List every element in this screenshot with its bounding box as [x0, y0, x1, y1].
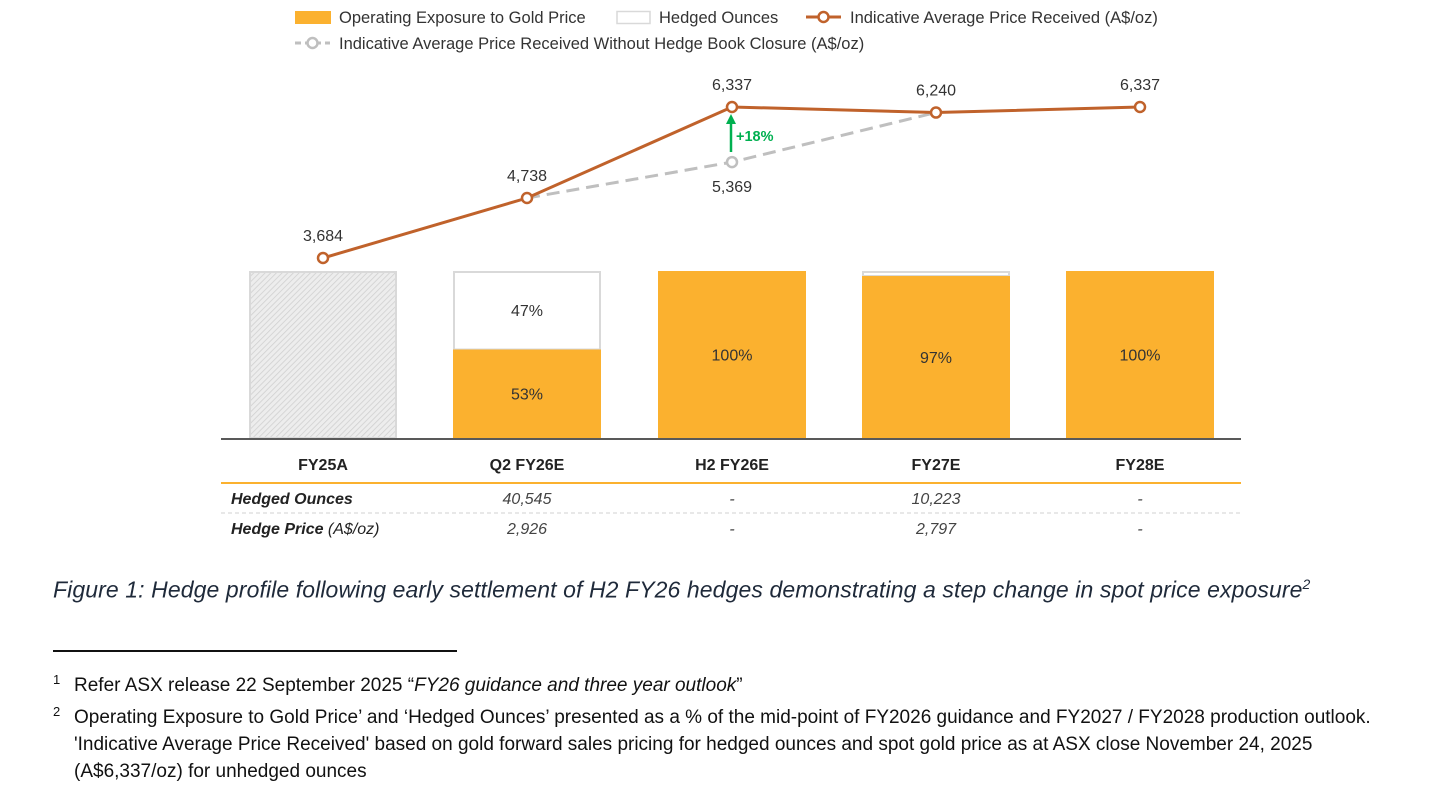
- legend-label-without-closure: Indicative Average Price Received Withou…: [339, 35, 864, 53]
- legend-label-price: Indicative Average Price Received (A$/oz…: [850, 9, 1158, 27]
- legend-label-hedged: Hedged Ounces: [659, 9, 778, 27]
- bar-exposure-label: 97%: [920, 350, 952, 367]
- footnote-1: 1 Refer ASX release 22 September 2025 “F…: [53, 672, 1374, 699]
- label-without-closure: 5,369: [712, 179, 752, 196]
- marker-price-received: [316, 251, 330, 265]
- table-cell: -: [1137, 521, 1142, 538]
- legend-label-exposure: Operating Exposure to Gold Price: [339, 9, 586, 27]
- table-cell: -: [729, 521, 734, 538]
- marker-price-received: [725, 100, 739, 114]
- legend-swatch-exposure: [295, 11, 331, 24]
- chart-legend: Operating Exposure to Gold Price Hedged O…: [295, 9, 1158, 53]
- bar-fy25a-hatched: [249, 271, 397, 439]
- table-cell: -: [729, 491, 734, 508]
- footnote-2: 2 Operating Exposure to Gold Price’ and …: [53, 704, 1374, 785]
- category-label: FY25A: [298, 457, 348, 474]
- bar-series: 53% 47% 100% 97% 100%: [249, 271, 1214, 439]
- category-label: H2 FY26E: [695, 457, 769, 474]
- category-label: FY28E: [1116, 457, 1165, 474]
- table-cell: -: [1137, 491, 1142, 508]
- bar-hedged-label: 47%: [511, 303, 543, 320]
- footnote-divider: [53, 650, 457, 652]
- table-row-label: Hedge Price (A$/oz): [231, 521, 380, 538]
- annotation-label: +18%: [736, 129, 774, 145]
- bar-operating-exposure: [453, 349, 601, 438]
- category-label: Q2 FY26E: [490, 457, 565, 474]
- figure-caption: Figure 1: Hedge profile following early …: [53, 576, 1311, 603]
- table-row-label: Hedged Ounces: [231, 491, 353, 508]
- legend-swatch-without-closure-marker: [306, 36, 319, 50]
- footnote-number: 2: [53, 704, 61, 719]
- table-cell: 2,797: [915, 521, 957, 538]
- label-price-received: 4,738: [507, 168, 547, 185]
- legend-swatch-hedged: [616, 10, 651, 25]
- label-price-received: 3,684: [303, 228, 343, 245]
- bar-operating-exposure: [862, 276, 1010, 438]
- bar-operating-exposure: [1066, 271, 1214, 438]
- category-label: FY27E: [912, 457, 961, 474]
- table-cell: 40,545: [503, 491, 552, 508]
- label-price-received: 6,337: [712, 77, 752, 94]
- table-cell: 10,223: [912, 491, 961, 508]
- marker-price-received: [1133, 100, 1147, 114]
- bar-hedged-ounces: [862, 271, 1010, 278]
- label-price-received: 6,337: [1120, 77, 1160, 94]
- legend-swatch-price-marker: [817, 10, 830, 24]
- line-series: 5,369 3,684 4,738 6,337 6,240 6,337: [303, 77, 1160, 265]
- table-cell: 2,926: [506, 521, 547, 538]
- label-price-received: 6,240: [916, 83, 956, 100]
- hedge-table: FY25A Q2 FY26E H2 FY26E FY27E FY28E Hedged Ou…: [221, 457, 1241, 538]
- marker-price-received: [929, 106, 943, 119]
- marker-without-closure: [725, 155, 739, 169]
- bar-operating-exposure: [658, 271, 806, 438]
- bar-exposure-label: 100%: [1120, 348, 1161, 365]
- bar-exposure-label: 100%: [712, 348, 753, 365]
- footnote-number: 1: [53, 672, 61, 687]
- bar-exposure-label: 53%: [511, 387, 543, 404]
- hedge-profile-chart: Operating Exposure to Gold Price Hedged O…: [221, 9, 1241, 538]
- marker-price-received: [520, 191, 534, 205]
- uplift-annotation: +18%: [726, 114, 774, 152]
- annotation-arrow-head: [726, 114, 736, 124]
